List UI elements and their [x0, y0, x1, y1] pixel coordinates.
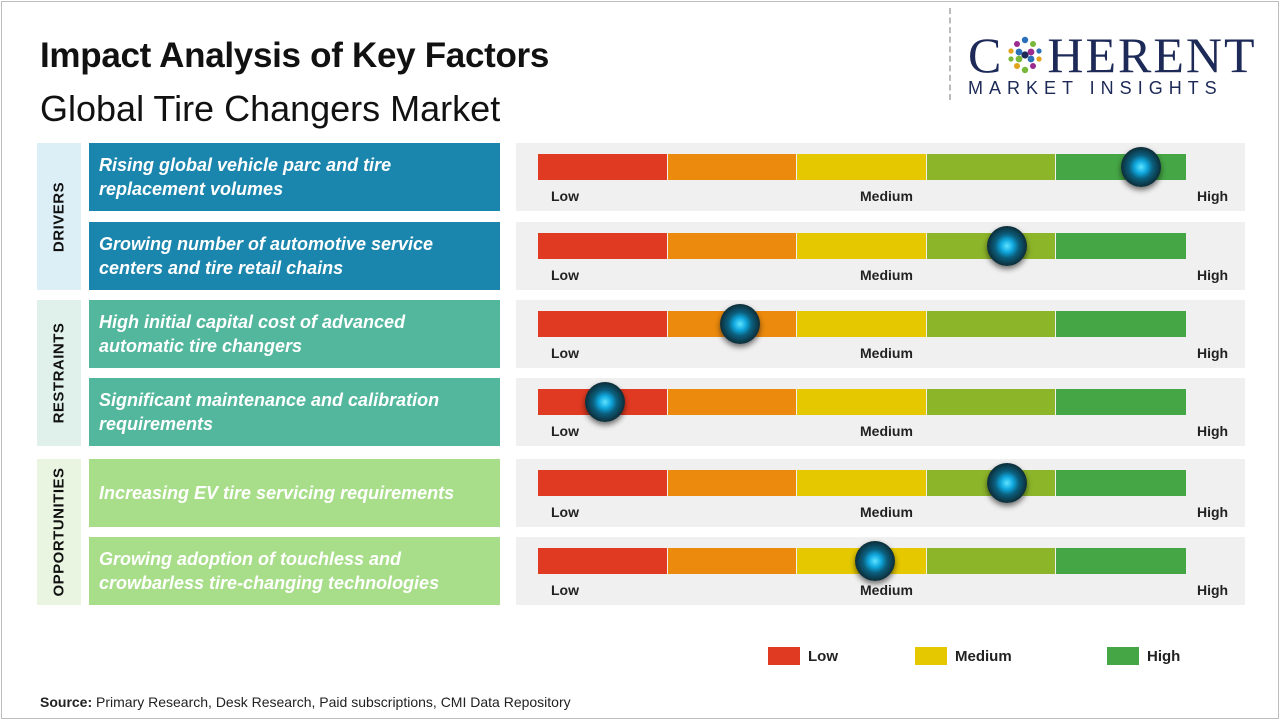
scale-label-low: Low [551, 267, 579, 283]
logo-text-herent: HERENT [1047, 27, 1257, 83]
gauge-segment [797, 389, 926, 415]
factor-box: Increasing EV tire servicing requirement… [89, 459, 500, 527]
legend-swatch-medium [915, 647, 947, 665]
gauge-bar [538, 470, 1186, 496]
gauge-segment [797, 233, 926, 259]
legend-swatch-high [1107, 647, 1139, 665]
category-drivers-label: DRIVERS [50, 181, 68, 252]
gauge-segment [667, 389, 797, 415]
source-text: Primary Research, Desk Research, Paid su… [96, 694, 571, 710]
scale-label-medium: Medium [860, 345, 913, 361]
scale-label-low: Low [551, 345, 579, 361]
gauge-bar [538, 154, 1186, 180]
page-subtitle: Global Tire Changers Market [40, 88, 501, 129]
legend-label-medium: Medium [955, 647, 1012, 665]
impact-gauge: Low Medium High [516, 300, 1245, 368]
impact-marker [987, 463, 1028, 503]
legend-label-high: High [1147, 647, 1181, 665]
impact-gauge: Low Medium High [516, 143, 1245, 211]
gauge-segment [926, 548, 1056, 574]
source-label: Source: [40, 694, 93, 710]
scale-label-high: High [1197, 423, 1229, 439]
gauge-segment [667, 233, 797, 259]
scale-label-low: Low [551, 504, 579, 520]
scale-label-high: High [1197, 345, 1229, 361]
impact-gauge: Low Medium High [516, 537, 1245, 605]
gauge-bar [538, 233, 1186, 259]
impact-marker [1120, 147, 1161, 187]
category-opportunities-label: OPPORTUNITIES [50, 467, 68, 597]
gauge-bar [538, 311, 1186, 337]
legend-label-low: Low [808, 647, 838, 665]
gauge-segment [1056, 470, 1186, 496]
page-title: Impact Analysis of Key Factors [40, 36, 550, 75]
gauge-segment [667, 548, 797, 574]
logo-tagline: MARKET INSIGHTS [968, 78, 1223, 98]
logo-text-c: C [968, 27, 1004, 83]
scale-label-high: High [1197, 582, 1229, 598]
logo-divider [949, 8, 951, 100]
impact-gauge: Low Medium High [516, 378, 1245, 446]
scale-label-medium: Medium [860, 188, 913, 204]
gauge-segment [926, 311, 1056, 337]
scale-label-medium: Medium [860, 582, 913, 598]
gauge-segment [538, 311, 667, 337]
scale-label-medium: Medium [860, 504, 913, 520]
gauge-segment [797, 154, 926, 180]
category-restraints-label: RESTRAINTS [50, 322, 68, 424]
category-opportunities: OPPORTUNITIES [37, 459, 81, 605]
scale-label-low: Low [551, 188, 579, 204]
gauge-bar [538, 389, 1186, 415]
scale-label-low: Low [551, 582, 579, 598]
factor-box: Growing adoption of touchless and crowba… [89, 537, 500, 605]
factor-box: Rising global vehicle parc and tire repl… [89, 143, 500, 211]
scale-label-low: Low [551, 423, 579, 439]
legend-item-medium: Medium [915, 647, 1012, 665]
gauge-segment [538, 470, 667, 496]
source-note: Source: Primary Research, Desk Research,… [40, 694, 571, 710]
impact-marker [854, 541, 895, 581]
scale-label-high: High [1197, 188, 1229, 204]
legend-swatch-low [768, 647, 800, 665]
scale-label-medium: Medium [860, 423, 913, 439]
scale-label-medium: Medium [860, 267, 913, 283]
category-restraints: RESTRAINTS [37, 300, 81, 446]
gauge-segment [926, 389, 1056, 415]
gauge-segment [667, 470, 797, 496]
gauge-segment [538, 154, 667, 180]
gauge-segment [926, 154, 1056, 180]
impact-gauge: Low Medium High [516, 222, 1245, 290]
gauge-segment [1056, 548, 1186, 574]
factor-box: Growing number of automotive service cen… [89, 222, 500, 290]
category-drivers: DRIVERS [37, 143, 81, 290]
scale-label-high: High [1197, 267, 1229, 283]
legend-item-low: Low [768, 647, 838, 665]
company-logo: C HERENT MARKET INSIGHTS [968, 30, 1268, 100]
factor-box: High initial capital cost of advanced au… [89, 300, 500, 368]
legend-item-high: High [1107, 647, 1180, 665]
gauge-segment [1056, 311, 1186, 337]
impact-marker [720, 304, 761, 344]
scale-label-high: High [1197, 504, 1229, 520]
impact-marker [987, 226, 1028, 266]
gauge-segment [1056, 389, 1186, 415]
gauge-segment [538, 233, 667, 259]
gauge-segment [1056, 233, 1186, 259]
gauge-segment [538, 548, 667, 574]
gauge-segment [667, 154, 797, 180]
gauge-segment [797, 470, 926, 496]
impact-marker [585, 382, 626, 422]
impact-gauge: Low Medium High [516, 459, 1245, 527]
factor-box: Significant maintenance and calibration … [89, 378, 500, 446]
gauge-segment [797, 311, 926, 337]
logo-dots-icon [1008, 36, 1042, 74]
